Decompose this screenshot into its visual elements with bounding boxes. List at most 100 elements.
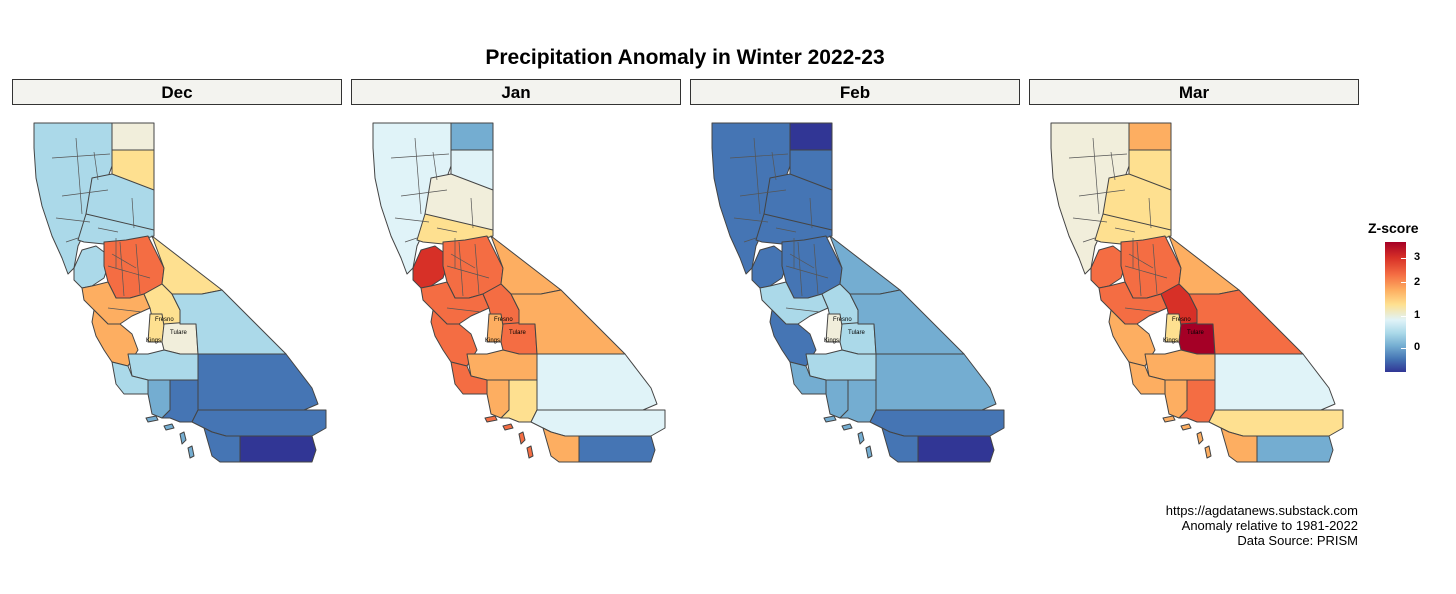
- caption-url: https://agdatanews.substack.com: [1165, 503, 1358, 518]
- legend-tick-3: 3: [1414, 251, 1421, 263]
- panel-strip-feb: Feb: [690, 79, 1020, 105]
- county-border: [446, 265, 490, 279]
- region-imp: [1256, 435, 1334, 463]
- county-label-kings: Kings: [146, 338, 161, 344]
- figure-title: Precipitation Anomaly in Winter 2022-23: [485, 46, 885, 69]
- county-border: [1082, 237, 1096, 243]
- caption-anomaly: Anomaly relative to 1981-2022: [1181, 518, 1358, 533]
- region-islands: [484, 415, 534, 459]
- region-tulare: [500, 321, 538, 355]
- legend-tick-0: 0: [1414, 341, 1421, 353]
- county-border: [1114, 227, 1136, 233]
- region-tulare: [839, 321, 877, 355]
- region-ne: [450, 122, 494, 151]
- county-border: [436, 227, 458, 233]
- county-border: [1148, 197, 1152, 229]
- region-nw: [372, 122, 452, 275]
- panel-strip-mar: Mar: [1029, 79, 1359, 105]
- region-ne: [789, 122, 833, 151]
- region-islands: [823, 415, 873, 459]
- county-border: [775, 227, 797, 233]
- map-feb: Fresno Kings Tulare: [711, 122, 1005, 463]
- county-border: [1068, 153, 1128, 159]
- map-jan: Fresno Kings Tulare: [372, 122, 666, 463]
- county-border: [1152, 243, 1158, 295]
- region-islands: [1162, 415, 1212, 459]
- region-islands: [145, 415, 195, 459]
- county-border: [1092, 137, 1100, 215]
- county-border: [135, 243, 141, 295]
- county-border: [131, 197, 135, 229]
- county-border: [61, 189, 109, 197]
- region-imp: [239, 435, 317, 463]
- county-border: [785, 265, 829, 279]
- county-border: [813, 243, 819, 295]
- county-border: [404, 237, 418, 243]
- county-border: [1078, 189, 1126, 197]
- legend-colorbar: [1385, 242, 1406, 372]
- region-sb: [147, 379, 171, 419]
- county-label-fresno: Fresno: [155, 317, 174, 323]
- region-nw: [1050, 122, 1130, 275]
- county-border: [1124, 307, 1160, 313]
- county-border: [446, 307, 482, 313]
- county-border: [771, 151, 777, 181]
- county-border: [1110, 151, 1116, 181]
- county-label-fresno: Fresno: [1172, 317, 1191, 323]
- region-kern: [805, 349, 877, 381]
- county-border: [55, 217, 91, 223]
- region-tulare: [161, 321, 199, 355]
- county-border: [51, 153, 111, 159]
- region-sbern: [536, 353, 658, 411]
- county-border: [1124, 265, 1168, 279]
- region-sb: [486, 379, 510, 419]
- region-imp: [917, 435, 995, 463]
- county-border: [739, 189, 787, 197]
- county-border: [390, 153, 450, 159]
- region-sbern: [197, 353, 319, 411]
- region-sb: [825, 379, 849, 419]
- legend-tick-2: 2: [1414, 276, 1421, 288]
- map-dec: Fresno Kings Tulare: [33, 122, 327, 463]
- county-border: [400, 189, 448, 197]
- county-border: [797, 241, 803, 297]
- zscore-legend: Z-score 3 2 1 0: [1368, 220, 1448, 380]
- region-imp: [578, 435, 656, 463]
- region-bay: [1090, 245, 1126, 289]
- county-border: [458, 241, 464, 297]
- county-label-tulare: Tulare: [509, 330, 526, 336]
- county-label-tulare: Tulare: [848, 330, 865, 336]
- county-label-fresno: Fresno: [833, 317, 852, 323]
- county-border: [107, 265, 151, 279]
- county-border: [1136, 241, 1142, 297]
- county-border: [753, 137, 761, 215]
- county-label-kings: Kings: [485, 338, 500, 344]
- region-bay: [412, 245, 448, 289]
- county-border: [432, 151, 438, 181]
- legend-tick-1: 1: [1414, 309, 1421, 321]
- county-border: [729, 153, 789, 159]
- caption: https://agdatanews.substack.com Anomaly …: [1166, 503, 1358, 548]
- county-border: [65, 237, 79, 243]
- region-bay: [73, 245, 109, 289]
- map-mar: Fresno Kings Tulare: [1050, 122, 1344, 463]
- county-border: [75, 137, 83, 215]
- county-label-tulare: Tulare: [170, 330, 187, 336]
- county-border: [809, 197, 813, 229]
- county-border: [470, 197, 474, 229]
- county-border: [414, 137, 422, 215]
- panel-strip-dec: Dec: [12, 79, 342, 105]
- region-bay: [751, 245, 787, 289]
- county-border: [97, 227, 119, 233]
- panel-strip-jan: Jan: [351, 79, 681, 105]
- county-label-kings: Kings: [1163, 338, 1178, 344]
- legend-title: Z-score: [1368, 220, 1419, 236]
- county-border: [93, 151, 99, 181]
- region-nw: [711, 122, 791, 275]
- county-border: [1072, 217, 1108, 223]
- region-kern: [127, 349, 199, 381]
- county-label-tulare: Tulare: [1187, 330, 1204, 336]
- region-sbern: [1214, 353, 1336, 411]
- county-border: [119, 241, 125, 297]
- county-border: [474, 243, 480, 295]
